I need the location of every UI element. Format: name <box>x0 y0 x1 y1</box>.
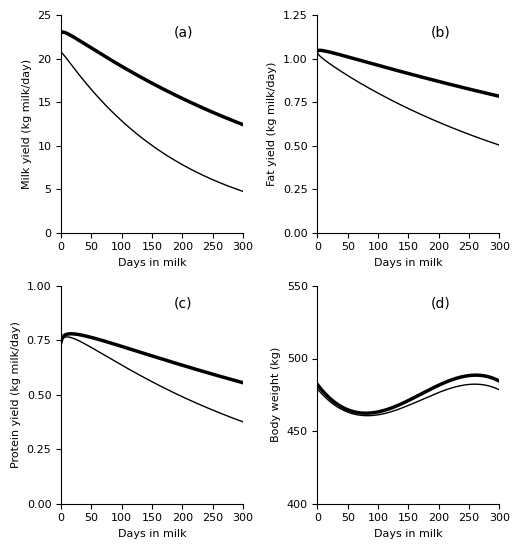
X-axis label: Days in milk: Days in milk <box>118 258 187 268</box>
Text: (a): (a) <box>174 26 193 40</box>
X-axis label: Days in milk: Days in milk <box>374 529 443 539</box>
X-axis label: Days in milk: Days in milk <box>374 258 443 268</box>
Text: (c): (c) <box>174 297 192 311</box>
Y-axis label: Protein yield (kg milk/day): Protein yield (kg milk/day) <box>11 321 21 468</box>
Y-axis label: Fat yield (kg milk/day): Fat yield (kg milk/day) <box>267 62 278 186</box>
X-axis label: Days in milk: Days in milk <box>118 529 187 539</box>
Text: (b): (b) <box>430 26 450 40</box>
Text: (d): (d) <box>430 297 450 311</box>
Y-axis label: Body weight (kg): Body weight (kg) <box>271 347 281 442</box>
Y-axis label: Milk yield (kg milk/day): Milk yield (kg milk/day) <box>22 59 32 189</box>
